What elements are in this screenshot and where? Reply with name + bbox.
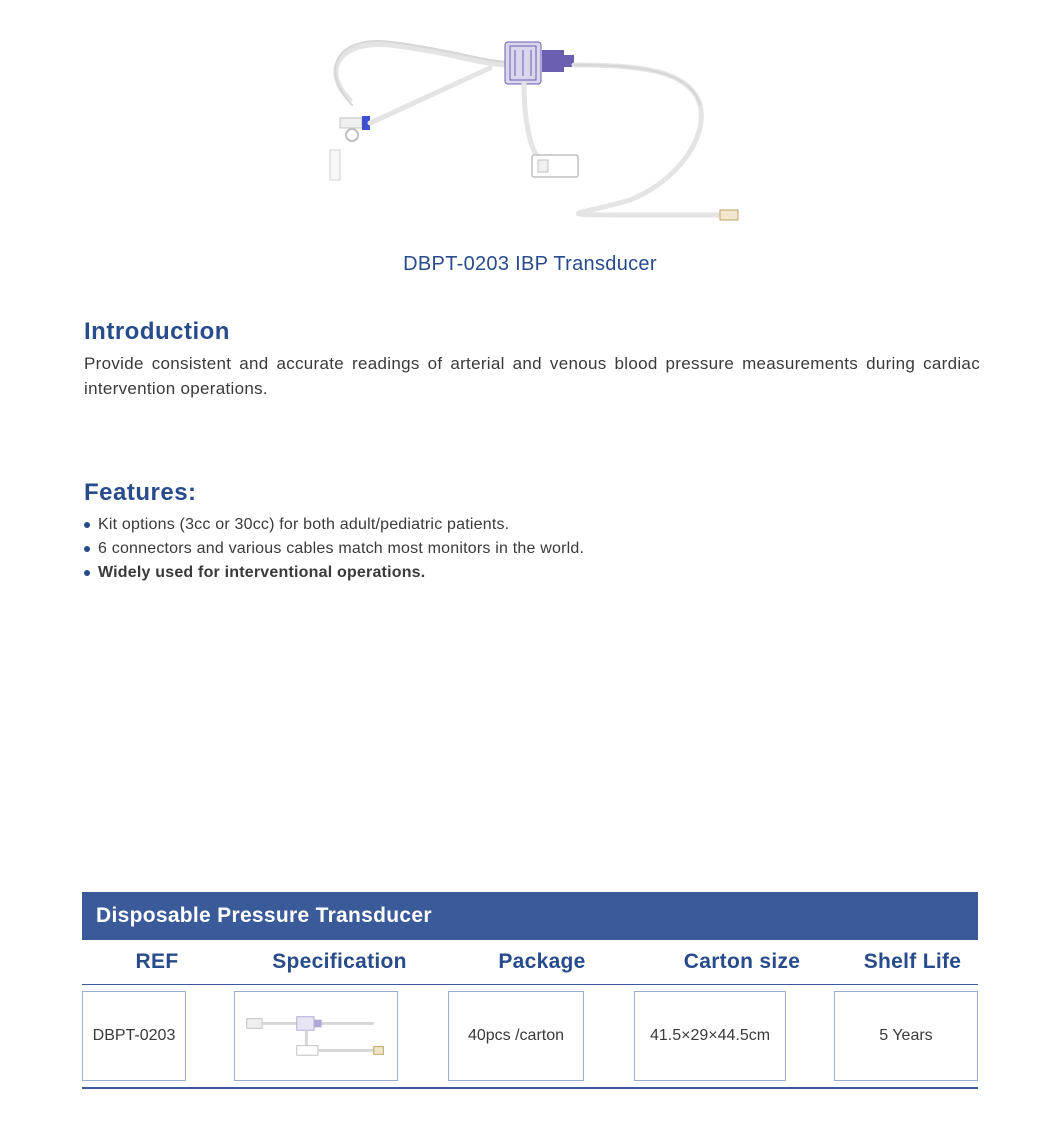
spec-cell-spec-image xyxy=(234,991,398,1081)
features-list: Kit options (3cc or 30cc) for both adult… xyxy=(84,513,980,585)
features-section: Features: Kit options (3cc or 30cc) for … xyxy=(84,479,980,585)
product-image xyxy=(280,10,780,245)
feature-item: Kit options (3cc or 30cc) for both adult… xyxy=(84,513,980,537)
spec-table: Disposable Pressure Transducer REF Speci… xyxy=(82,892,978,1089)
spec-col-pkg: Package xyxy=(447,950,637,974)
introduction-heading: Introduction xyxy=(84,318,980,346)
introduction-section: Introduction Provide consistent and accu… xyxy=(84,318,980,401)
feature-item: 6 connectors and various cables match mo… xyxy=(84,537,980,561)
spec-table-title: Disposable Pressure Transducer xyxy=(82,892,978,940)
spec-table-data-row: DBPT-0203 40pcs /carton 41.5×29×44.5cm 5… xyxy=(82,985,978,1089)
spec-cell-shelf: 5 Years xyxy=(834,991,978,1081)
spec-col-cart: Carton size xyxy=(637,950,847,974)
spec-col-ref: REF xyxy=(82,950,232,974)
spec-cell-ref: DBPT-0203 xyxy=(82,991,186,1081)
product-caption: DBPT-0203 IBP Transducer xyxy=(0,253,1060,276)
spec-col-spec: Specification xyxy=(232,950,447,974)
spec-col-shelf: Shelf Life xyxy=(847,950,978,974)
spec-table-header-row: REF Specification Package Carton size Sh… xyxy=(82,940,978,985)
spec-cell-package: 40pcs /carton xyxy=(448,991,584,1081)
feature-item: Widely used for interventional operation… xyxy=(84,561,980,585)
introduction-text: Provide consistent and accurate readings… xyxy=(84,352,980,401)
features-heading: Features: xyxy=(84,479,980,507)
spec-cell-carton: 41.5×29×44.5cm xyxy=(634,991,786,1081)
